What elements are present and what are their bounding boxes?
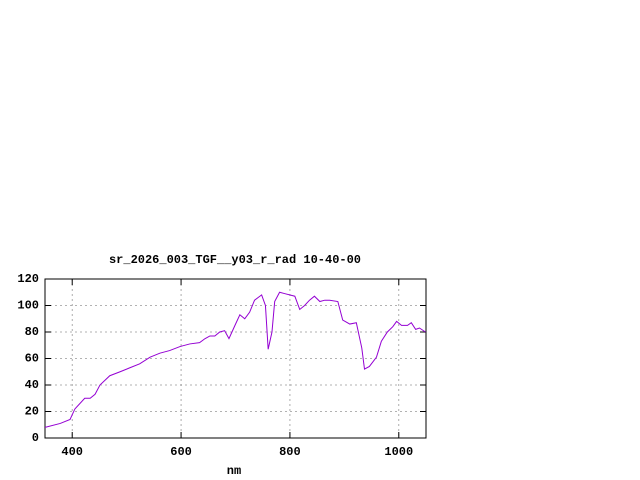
x-tick-label: 1000 [384, 445, 413, 459]
y-tick-label: 0 [32, 431, 39, 445]
y-tick-label: 40 [25, 378, 39, 392]
y-tick-label: 60 [25, 352, 39, 366]
y-tick-label: 100 [17, 299, 39, 313]
plot-border [44, 278, 427, 439]
x-tick-label: 600 [170, 445, 192, 459]
x-axis-label: nm [227, 464, 241, 478]
x-tick-label: 400 [61, 445, 83, 459]
chart-title: sr_2026_003_TGF__y03_r_rad 10-40-00 [109, 253, 361, 267]
y-tick-label: 120 [17, 272, 39, 286]
y-tick-label: 80 [25, 325, 39, 339]
x-tick-label: 800 [279, 445, 301, 459]
data-line [44, 291, 426, 428]
y-tick-label: 20 [25, 405, 39, 419]
